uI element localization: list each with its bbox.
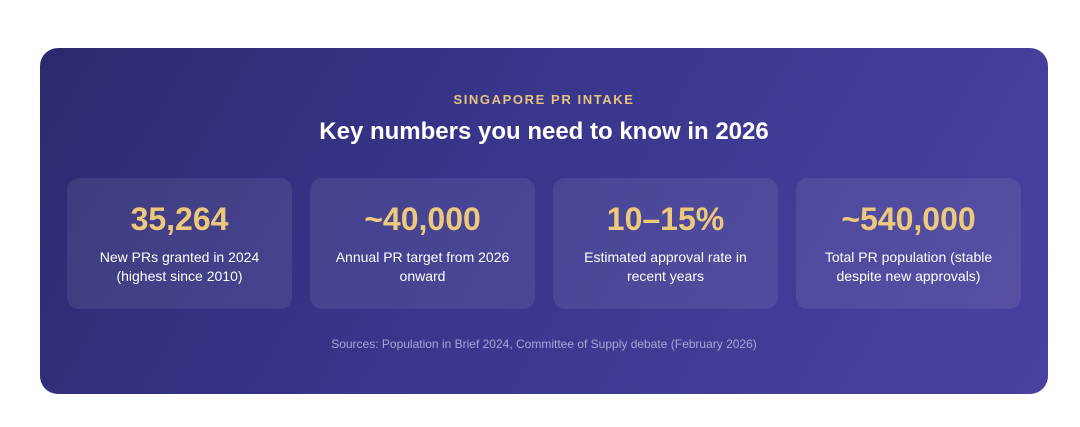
section-eyebrow: SINGAPORE PR INTAKE: [453, 92, 635, 107]
stats-row: 35,264 New PRs granted in 2024 (highest …: [67, 178, 1021, 309]
stat-value: 10–15%: [606, 201, 725, 237]
stat-label: Total PR population (stable despite new …: [824, 249, 993, 284]
stat-label: New PRs granted in 2024 (highest since 2…: [99, 249, 260, 284]
stats-card: SINGAPORE PR INTAKE Key numbers you need…: [40, 48, 1048, 394]
stat-tile-approval-rate: 10–15% Estimated approval rate in recent…: [553, 178, 778, 309]
stat-label: Estimated approval rate in recent years: [584, 249, 747, 284]
stat-label: Annual PR target from 2026 onward: [335, 249, 510, 284]
stat-tile-new-prs: 35,264 New PRs granted in 2024 (highest …: [67, 178, 292, 309]
stat-value: ~540,000: [841, 201, 976, 237]
stat-tile-annual-target: ~40,000 Annual PR target from 2026 onwar…: [310, 178, 535, 309]
section-title: Key numbers you need to know in 2026: [319, 118, 769, 145]
stat-tile-pr-population: ~540,000 Total PR population (stable des…: [796, 178, 1021, 309]
sources-note: Sources: Population in Brief 2024, Commi…: [331, 337, 757, 351]
stat-value: 35,264: [130, 201, 229, 237]
stat-value: ~40,000: [364, 201, 481, 237]
